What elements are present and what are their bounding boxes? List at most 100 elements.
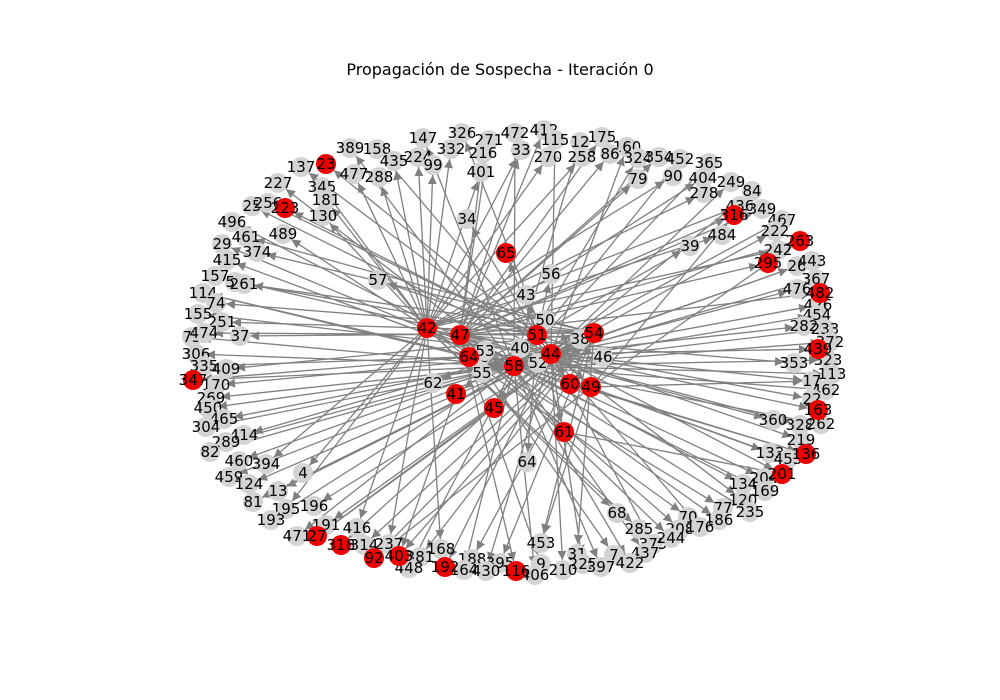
node-195: 195 [272, 499, 301, 519]
node-circle [194, 356, 214, 376]
node-circle [709, 510, 729, 530]
node-label: 176 [686, 518, 715, 536]
node-42: 42 [417, 318, 437, 338]
node-461: 461 [232, 227, 260, 247]
node-circle [239, 474, 259, 494]
node-circle [628, 169, 648, 189]
edge-58-235 [522, 370, 742, 508]
node-223: 223 [271, 198, 299, 218]
suspect-node-circle [496, 243, 516, 263]
node-circle [787, 279, 807, 299]
node-label: 367 [802, 270, 831, 288]
node-label: 61 [554, 423, 573, 441]
node-label: 489 [269, 225, 298, 243]
node-406: 406 [521, 565, 550, 585]
suspect-node-circle [183, 370, 203, 390]
node-label: 84 [742, 182, 761, 200]
suspect-node-circle [560, 374, 580, 394]
node-circle [368, 270, 388, 290]
edge-42-489 [291, 238, 419, 324]
suspect-node-circle [790, 231, 810, 251]
node-circle [822, 364, 842, 384]
edge-44-225 [551, 363, 585, 555]
node-261: 261 [230, 274, 258, 294]
node-label: 282 [790, 317, 819, 335]
node-circle [457, 209, 477, 229]
node-label: 474 [190, 324, 219, 342]
node-335: 335 [190, 356, 219, 376]
node-label: 484 [708, 226, 737, 244]
node-56: 56 [541, 264, 561, 284]
edge-42-435 [393, 170, 426, 319]
node-249: 249 [717, 172, 745, 192]
suspect-node-circle [808, 400, 828, 420]
node-496: 496 [218, 212, 247, 232]
node-163: 163 [804, 400, 832, 420]
suspect-node-circle [724, 205, 744, 225]
node-label: 406 [521, 566, 550, 584]
node-58: 58 [504, 356, 524, 376]
edge-58-304 [215, 367, 505, 428]
node-422: 422 [616, 553, 645, 573]
node-circle [194, 323, 214, 343]
suspect-node-circle [364, 548, 384, 568]
node-60: 60 [560, 374, 580, 394]
node-label: 251 [208, 313, 237, 331]
node-label: 23 [316, 155, 335, 173]
node-label: 465 [210, 410, 239, 428]
node-circle [620, 553, 640, 573]
node-label: 416 [343, 519, 372, 537]
node-circle [541, 264, 561, 284]
edge-64-347 [202, 357, 460, 383]
node-circle [680, 236, 700, 256]
edge-44-115 [550, 149, 560, 345]
node-label: 477 [340, 165, 369, 183]
node-label: 335 [190, 357, 219, 375]
edge-49-17 [600, 376, 803, 388]
edge-44-84 [558, 196, 745, 349]
node-circle [591, 557, 611, 577]
node-130: 130 [309, 206, 337, 226]
edge-47-295 [469, 262, 759, 334]
node-circle [423, 373, 443, 393]
node-label: 450 [194, 399, 223, 417]
node-37: 37 [230, 326, 250, 346]
node-circle [742, 181, 762, 201]
node-443: 443 [798, 251, 826, 271]
node-circle [313, 206, 333, 226]
node-circle [206, 293, 226, 313]
edge-42-332 [427, 158, 453, 319]
node-circle [629, 519, 649, 539]
node-278: 278 [690, 183, 718, 203]
edge-51-46 [546, 337, 594, 356]
node-label: 404 [689, 169, 718, 187]
node-circle [347, 518, 367, 538]
edge-42-33 [431, 158, 517, 320]
node-44: 44 [541, 344, 561, 364]
node-label: 459 [215, 468, 244, 486]
edge-47-33 [462, 159, 520, 326]
node-484: 484 [708, 225, 737, 245]
node-circle [230, 326, 250, 346]
node-label: 452 [666, 150, 695, 168]
node-label: 64 [517, 453, 536, 471]
node-label: 195 [272, 500, 301, 518]
node-244: 244 [657, 528, 685, 548]
node-54: 54 [584, 323, 604, 343]
node-label: 496 [218, 213, 247, 231]
node-13: 13 [268, 481, 288, 501]
node-label: 414 [230, 426, 259, 444]
edge-42-436 [436, 208, 731, 325]
node-397: 397 [587, 557, 615, 577]
suspect-node-circle [459, 347, 479, 367]
node-label: 430 [472, 562, 501, 580]
node-label: 472 [501, 124, 530, 142]
node-label: 196 [300, 497, 329, 515]
node-circle [712, 225, 732, 245]
edge-42-4 [309, 335, 421, 466]
node-label: 422 [616, 554, 645, 572]
node-474: 474 [190, 323, 219, 343]
node-86: 86 [600, 144, 620, 164]
edge-47-86 [465, 161, 605, 328]
